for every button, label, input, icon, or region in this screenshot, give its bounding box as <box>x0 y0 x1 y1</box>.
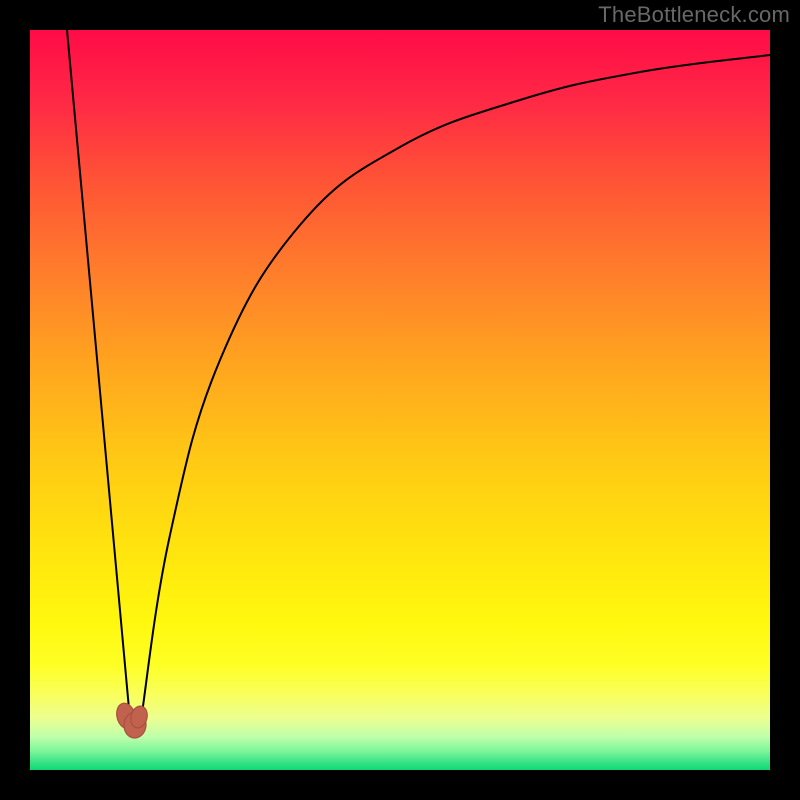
chart-container: { "watermark": { "text": "TheBottleneck.… <box>0 0 800 800</box>
watermark-text: TheBottleneck.com <box>598 2 790 28</box>
bottleneck-plot <box>0 0 800 800</box>
gradient-background <box>30 30 770 770</box>
